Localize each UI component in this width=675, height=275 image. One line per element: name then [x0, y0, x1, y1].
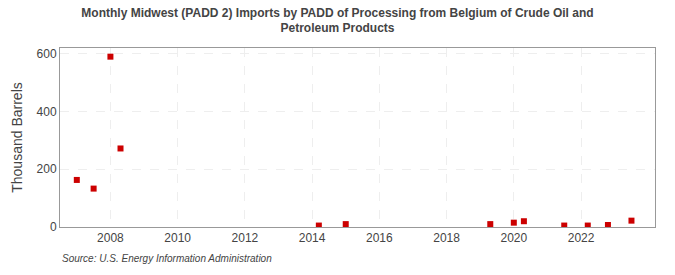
svg-text:0: 0 — [50, 220, 57, 234]
svg-text:Thousand Barrels: Thousand Barrels — [9, 82, 25, 193]
svg-text:600: 600 — [37, 47, 57, 61]
svg-text:2014: 2014 — [299, 231, 326, 245]
svg-text:200: 200 — [37, 162, 57, 176]
svg-text:2022: 2022 — [568, 231, 595, 245]
svg-text:2020: 2020 — [500, 231, 527, 245]
svg-text:Source: U.S. Energy Informatio: Source: U.S. Energy Information Administ… — [62, 253, 272, 264]
svg-text:2016: 2016 — [366, 231, 393, 245]
svg-text:2012: 2012 — [232, 231, 259, 245]
svg-text:2018: 2018 — [433, 231, 460, 245]
svg-text:2008: 2008 — [97, 231, 124, 245]
svg-text:Monthly Midwest (PADD 2) Impor: Monthly Midwest (PADD 2) Imports by PADD… — [81, 6, 593, 36]
svg-text:2010: 2010 — [164, 231, 191, 245]
svg-text:400: 400 — [37, 105, 57, 119]
